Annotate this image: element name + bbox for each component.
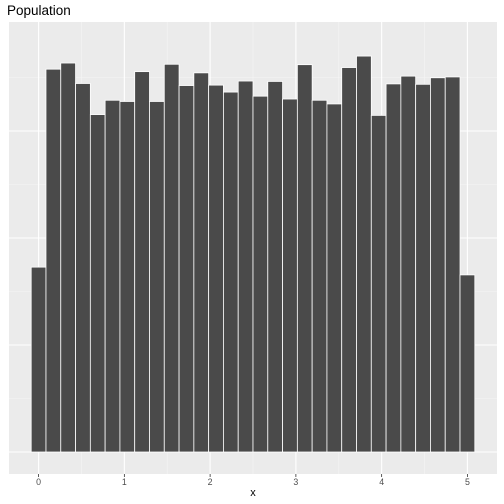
histogram-bar: [178, 85, 195, 453]
histogram-bar: [370, 114, 387, 453]
histogram-bar: [104, 99, 121, 453]
histogram-bar: [223, 91, 239, 453]
histogram-bar: [430, 77, 446, 453]
x-tick-label: 4: [379, 477, 384, 487]
x-axis-ticks: 0 1 2 3 4 5: [36, 474, 470, 487]
histogram-bars: [30, 55, 476, 453]
histogram-bar: [149, 101, 165, 453]
histogram-bar: [444, 76, 461, 453]
histogram-bar: [30, 266, 47, 453]
histogram-bar: [296, 64, 313, 453]
chart-title: Population: [7, 3, 71, 18]
histogram-bar: [75, 83, 91, 453]
histogram-bar: [119, 101, 136, 453]
x-axis-label: x: [250, 487, 256, 499]
histogram-bar: [356, 55, 372, 453]
x-tick-label: 1: [122, 477, 127, 487]
x-tick-label: 0: [36, 477, 41, 487]
histogram-bar: [193, 72, 210, 453]
histogram-bar: [341, 67, 357, 453]
histogram-bar: [163, 63, 180, 453]
histogram-bar: [282, 98, 298, 453]
histogram-bar: [208, 84, 224, 453]
x-tick-label: 5: [465, 477, 470, 487]
histogram-bar: [60, 62, 76, 453]
histogram-bar: [134, 71, 150, 453]
histogram-bar: [237, 80, 254, 453]
histogram-bar: [326, 103, 343, 453]
histogram-bar: [311, 99, 328, 453]
histogram-bar: [459, 274, 476, 453]
x-tick-label: 3: [293, 477, 298, 487]
histogram-bar: [89, 114, 106, 453]
histogram-bar: [385, 83, 402, 453]
histogram-bar: [45, 68, 62, 453]
x-tick-label: 2: [208, 477, 213, 487]
histogram-bar: [267, 81, 283, 453]
histogram-bar: [252, 95, 269, 453]
histogram-bar: [400, 75, 417, 453]
histogram-bar: [415, 83, 431, 453]
